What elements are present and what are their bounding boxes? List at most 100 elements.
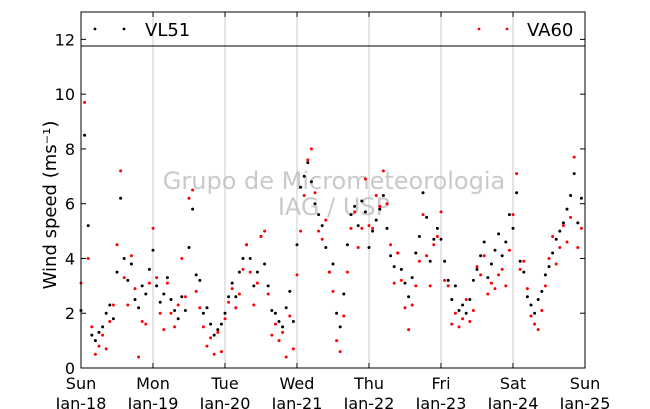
data-point-va60 bbox=[151, 226, 155, 230]
data-point-va60 bbox=[468, 319, 472, 323]
data-point-va60 bbox=[263, 229, 267, 233]
data-point-vl51 bbox=[540, 289, 544, 293]
data-point-va60 bbox=[223, 317, 227, 321]
data-point-va60 bbox=[428, 284, 432, 288]
data-point-va60 bbox=[410, 303, 414, 307]
data-point-va60 bbox=[137, 355, 141, 359]
data-point-va60 bbox=[572, 155, 576, 159]
data-point-vl51 bbox=[309, 180, 313, 184]
data-point-va60 bbox=[335, 339, 339, 343]
data-point-va60 bbox=[464, 298, 468, 302]
data-point-va60 bbox=[194, 289, 198, 293]
data-point-va60 bbox=[558, 246, 562, 250]
data-point-vl51 bbox=[209, 322, 213, 326]
data-point-vl51 bbox=[392, 265, 396, 269]
data-point-vl51 bbox=[414, 251, 418, 255]
data-point-vl51 bbox=[198, 278, 202, 282]
data-point-va60 bbox=[219, 350, 223, 354]
data-point-va60 bbox=[104, 347, 108, 351]
data-point-vl51 bbox=[194, 273, 198, 277]
data-point-vl51 bbox=[576, 221, 580, 225]
data-point-va60 bbox=[234, 306, 238, 310]
data-point-va60 bbox=[284, 355, 288, 359]
data-point-va60 bbox=[302, 193, 306, 197]
data-point-vl51 bbox=[515, 191, 519, 195]
data-point-vl51 bbox=[522, 270, 526, 274]
data-point-vl51 bbox=[533, 311, 537, 315]
data-point-vl51 bbox=[320, 224, 324, 228]
data-point-vl51 bbox=[453, 284, 457, 288]
data-point-va60 bbox=[122, 276, 126, 280]
data-point-vl51 bbox=[248, 256, 252, 260]
data-point-va60 bbox=[497, 273, 501, 277]
data-point-va60 bbox=[518, 267, 522, 271]
data-point-va60 bbox=[446, 284, 450, 288]
watermark-line-1: Grupo de Micrometeorologia bbox=[163, 167, 505, 195]
data-point-va60 bbox=[507, 248, 511, 252]
data-point-va60 bbox=[97, 344, 101, 348]
data-point-va60 bbox=[403, 306, 407, 310]
data-point-va60 bbox=[144, 322, 148, 326]
data-point-va60 bbox=[378, 204, 382, 208]
data-point-vl51 bbox=[122, 256, 126, 260]
data-point-va60 bbox=[371, 226, 375, 230]
data-point-vl51 bbox=[439, 237, 443, 241]
data-point-vl51 bbox=[360, 199, 364, 203]
data-point-vl51 bbox=[511, 226, 515, 230]
data-point-va60 bbox=[324, 218, 328, 222]
data-point-vl51 bbox=[471, 278, 475, 282]
data-point-vl51 bbox=[338, 325, 342, 329]
data-point-vl51 bbox=[187, 246, 191, 250]
data-point-va60 bbox=[173, 325, 177, 329]
data-point-vl51 bbox=[165, 276, 169, 280]
data-point-vl51 bbox=[407, 295, 411, 299]
data-point-vl51 bbox=[482, 240, 486, 244]
data-point-va60 bbox=[450, 322, 454, 326]
x-tick-label-day: Wed bbox=[280, 374, 315, 393]
data-point-vl51 bbox=[205, 306, 209, 310]
legend-marker-vl51 bbox=[122, 27, 126, 31]
data-point-va60 bbox=[129, 254, 133, 258]
data-point-vl51 bbox=[507, 213, 511, 217]
data-point-va60 bbox=[536, 328, 540, 332]
data-point-va60 bbox=[443, 278, 447, 282]
data-point-va60 bbox=[453, 311, 457, 315]
data-point-vl51 bbox=[518, 259, 522, 263]
data-point-vl51 bbox=[345, 243, 349, 247]
data-point-vl51 bbox=[569, 193, 573, 197]
data-point-va60 bbox=[331, 289, 335, 293]
data-point-vl51 bbox=[572, 172, 576, 176]
data-point-va60 bbox=[158, 311, 162, 315]
data-point-va60 bbox=[392, 281, 396, 285]
data-point-va60 bbox=[201, 325, 205, 329]
y-tick-label: 4 bbox=[65, 249, 75, 268]
data-point-vl51 bbox=[90, 333, 94, 337]
data-point-vl51 bbox=[212, 333, 216, 337]
data-point-va60 bbox=[543, 284, 547, 288]
data-point-va60 bbox=[374, 193, 378, 197]
data-point-vl51 bbox=[201, 311, 205, 315]
data-point-vl51 bbox=[115, 270, 119, 274]
data-point-vl51 bbox=[219, 322, 223, 326]
data-point-vl51 bbox=[266, 284, 270, 288]
data-point-va60 bbox=[133, 287, 137, 291]
data-point-va60 bbox=[345, 270, 349, 274]
data-point-va60 bbox=[529, 314, 533, 318]
y-tick-label: 6 bbox=[65, 195, 75, 214]
x-tick-label-date: Jan-18 bbox=[55, 394, 107, 409]
data-point-vl51 bbox=[108, 303, 112, 307]
data-point-va60 bbox=[317, 229, 321, 233]
data-point-vl51 bbox=[349, 213, 353, 217]
data-point-vl51 bbox=[216, 328, 220, 332]
data-point-vl51 bbox=[389, 254, 393, 258]
data-point-va60 bbox=[493, 287, 497, 291]
data-point-va60 bbox=[425, 254, 429, 258]
data-point-va60 bbox=[461, 317, 465, 321]
data-point-va60 bbox=[176, 303, 180, 307]
data-point-vl51 bbox=[111, 317, 115, 321]
data-point-vl51 bbox=[457, 308, 461, 312]
data-point-vl51 bbox=[403, 281, 407, 285]
data-point-va60 bbox=[147, 281, 151, 285]
data-point-vl51 bbox=[551, 251, 555, 255]
data-point-vl51 bbox=[155, 284, 159, 288]
